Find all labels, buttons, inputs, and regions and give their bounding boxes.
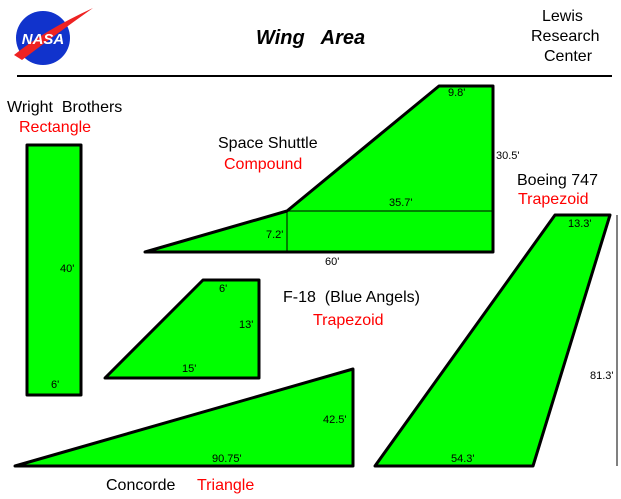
boeing-wing xyxy=(373,213,612,468)
f18-root-label: 15' xyxy=(182,363,197,375)
shuttle-shape: Compound xyxy=(224,156,303,173)
wright-shape: Rectangle xyxy=(19,119,92,136)
wright-span-label: 40' xyxy=(60,263,75,275)
boeing-root-label: 54.3' xyxy=(451,453,475,465)
org-line-1: Lewis xyxy=(542,8,583,25)
concorde-name: Concorde xyxy=(106,477,176,494)
page-title: Wing Area xyxy=(256,27,366,49)
wright-wing xyxy=(25,143,83,397)
f18-name: F-18 (Blue Angels) xyxy=(283,289,420,306)
concorde-span-label: 42.5' xyxy=(323,414,347,426)
f18-span-label: 13' xyxy=(239,319,254,331)
concorde-wing xyxy=(13,367,355,468)
concorde-shape: Triangle xyxy=(197,477,255,494)
f18-wing xyxy=(103,278,261,380)
shuttle-strake-label: 7.2' xyxy=(266,229,284,241)
boeing-span-label: 81.3' xyxy=(590,370,614,382)
f18-shape: Trapezoid xyxy=(313,312,384,329)
org-line-3: Center xyxy=(544,48,593,65)
shuttle-root-label: 60' xyxy=(325,256,340,268)
boeing-tip-label: 13.3' xyxy=(568,218,592,230)
boeing-name: Boeing 747 xyxy=(517,172,598,189)
boeing-shape: Trapezoid xyxy=(518,191,589,208)
wright-name: Wright Brothers xyxy=(7,99,123,116)
org-line-2: Research xyxy=(531,28,600,45)
shuttle-mid-label: 35.7' xyxy=(389,197,413,209)
shuttle-span-label: 30.5' xyxy=(496,150,520,162)
wright-chord-label: 6' xyxy=(51,379,60,391)
concorde-root-label: 90.75' xyxy=(212,453,242,465)
svg-text:NASA: NASA xyxy=(22,31,65,48)
f18-tip-label: 6' xyxy=(219,283,228,295)
nasa-logo: NASA xyxy=(14,8,93,65)
shuttle-tip-label: 9.8' xyxy=(448,87,466,99)
shuttle-wing xyxy=(143,84,495,254)
shuttle-name: Space Shuttle xyxy=(218,135,318,152)
